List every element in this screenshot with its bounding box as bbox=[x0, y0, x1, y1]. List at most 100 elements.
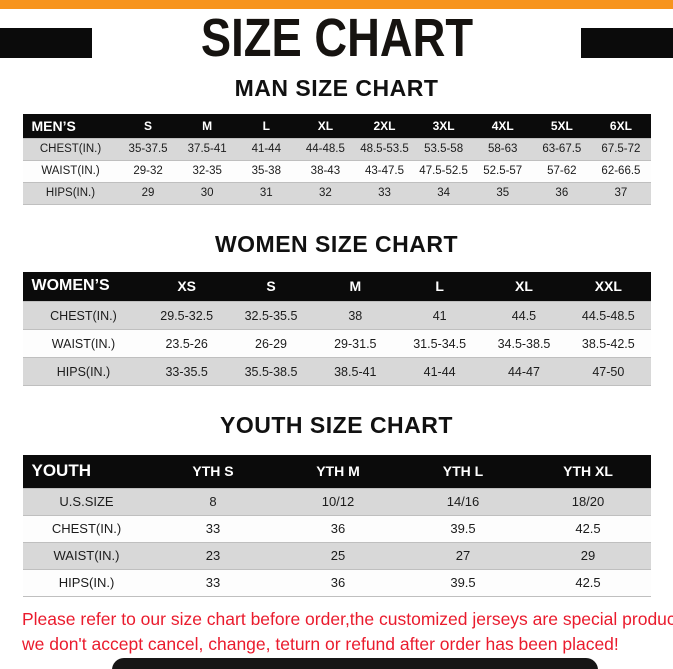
measure-value-cell: 23.5-26 bbox=[144, 329, 229, 358]
measure-label-cell: HIPS(IN.) bbox=[22, 357, 145, 386]
header-left-black-block bbox=[0, 28, 92, 58]
measure-value-cell: 58-63 bbox=[473, 137, 533, 161]
measure-value-cell: 41 bbox=[397, 301, 482, 330]
bottom-bar bbox=[112, 658, 598, 669]
header-banner: SIZE CHART bbox=[0, 9, 673, 67]
measure-value-cell: 44-48.5 bbox=[295, 137, 355, 161]
measure-value-cell: 23 bbox=[150, 541, 276, 570]
measure-value-cell: 38.5-41 bbox=[313, 357, 398, 386]
measure-value-cell: 29 bbox=[525, 541, 651, 570]
table-row: CHEST(IN.) 33 36 39.5 42.5 bbox=[22, 514, 651, 543]
size-header-cell: L bbox=[236, 114, 296, 138]
table-title-cell: MEN’S bbox=[22, 114, 119, 138]
measure-value-cell: 47.5-52.5 bbox=[414, 159, 474, 183]
measure-value-cell: 38 bbox=[313, 301, 398, 330]
measure-label-cell: WAIST(IN.) bbox=[22, 541, 151, 570]
table-row: CHEST(IN.) 35-37.5 37.5-41 41-44 44-48.5 48.5… bbox=[22, 137, 651, 161]
size-header-cell: 3XL bbox=[414, 114, 474, 138]
size-header-cell: XS bbox=[144, 271, 229, 302]
size-header-cell: YTH M bbox=[275, 455, 401, 488]
measure-label-cell: HIPS(IN.) bbox=[22, 181, 119, 205]
size-header-cell: S bbox=[118, 114, 178, 138]
table-row: U.S.SIZE 8 10/12 14/16 18/20 bbox=[22, 487, 651, 516]
footer-note-line2: we don't accept cancel, change, teturn o… bbox=[22, 633, 619, 654]
men-section-heading: MAN SIZE CHART bbox=[234, 75, 439, 101]
size-header-cell: M bbox=[177, 114, 237, 138]
measure-value-cell: 35-37.5 bbox=[118, 137, 178, 161]
measure-value-cell: 34.5-38.5 bbox=[481, 329, 567, 358]
table-title-cell: WOMEN’S bbox=[22, 271, 145, 302]
measure-value-cell: 27 bbox=[400, 541, 526, 570]
measure-value-cell: 29-32 bbox=[118, 159, 178, 183]
measure-value-cell: 10/12 bbox=[275, 487, 401, 516]
table-row: HIPS(IN.) 33 36 39.5 42.5 bbox=[22, 568, 651, 597]
measure-value-cell: 62-66.5 bbox=[591, 159, 651, 183]
measure-value-cell: 32.5-35.5 bbox=[228, 301, 314, 330]
measure-value-cell: 31 bbox=[236, 181, 296, 205]
measure-value-cell: 32-35 bbox=[177, 159, 237, 183]
measure-label-cell: CHEST(IN.) bbox=[22, 137, 119, 161]
measure-value-cell: 36 bbox=[275, 514, 401, 543]
measure-label-cell: U.S.SIZE bbox=[22, 487, 151, 516]
size-header-cell: 2XL bbox=[354, 114, 415, 138]
youth-section-heading: YOUTH SIZE CHART bbox=[220, 412, 453, 438]
table-header-row: YOUTH YTH S YTH M YTH L YTH XL bbox=[22, 455, 651, 488]
measure-label-cell: CHEST(IN.) bbox=[22, 514, 151, 543]
measure-label-cell: WAIST(IN.) bbox=[22, 159, 119, 183]
measure-label-cell: CHEST(IN.) bbox=[22, 301, 145, 330]
measure-value-cell: 44-47 bbox=[481, 357, 567, 386]
size-header-cell: YTH S bbox=[150, 455, 276, 488]
measure-value-cell: 35 bbox=[473, 181, 533, 205]
measure-value-cell: 35-38 bbox=[236, 159, 296, 183]
measure-value-cell: 39.5 bbox=[400, 568, 526, 597]
measure-value-cell: 37 bbox=[591, 181, 651, 205]
measure-value-cell: 41-44 bbox=[397, 357, 482, 386]
measure-value-cell: 39.5 bbox=[400, 514, 526, 543]
youth-size-table: YOUTH YTH S YTH M YTH L YTH XL U.S.SIZE 8 10/12… bbox=[22, 455, 651, 597]
size-header-cell: 5XL bbox=[532, 114, 592, 138]
measure-value-cell: 34 bbox=[414, 181, 474, 205]
measure-value-cell: 48.5-53.5 bbox=[354, 137, 415, 161]
measure-value-cell: 33 bbox=[150, 514, 276, 543]
measure-value-cell: 47-50 bbox=[566, 357, 651, 386]
footer-note-line1: Please refer to our size chart before or… bbox=[22, 608, 673, 629]
measure-value-cell: 14/16 bbox=[400, 487, 526, 516]
measure-value-cell: 35.5-38.5 bbox=[228, 357, 314, 386]
table-header-row: WOMEN’S XS S M L XL XXL bbox=[22, 271, 651, 302]
measure-value-cell: 33 bbox=[354, 181, 415, 205]
measure-value-cell: 8 bbox=[150, 487, 276, 516]
measure-value-cell: 31.5-34.5 bbox=[397, 329, 482, 358]
youth-size-section: YOUTH SIZE CHART YOUTH YTH S YTH M YTH L YTH… bbox=[0, 412, 673, 597]
measure-value-cell: 67.5-72 bbox=[591, 137, 651, 161]
measure-value-cell: 41-44 bbox=[236, 137, 296, 161]
measure-value-cell: 63-67.5 bbox=[532, 137, 592, 161]
size-header-cell: YTH L bbox=[400, 455, 526, 488]
size-header-cell: 4XL bbox=[473, 114, 533, 138]
table-row: HIPS(IN.) 29 30 31 32 33 34 35 36 37 bbox=[22, 181, 651, 205]
measure-value-cell: 53.5-58 bbox=[414, 137, 474, 161]
measure-label-cell: WAIST(IN.) bbox=[22, 329, 145, 358]
measure-value-cell: 38-43 bbox=[295, 159, 355, 183]
measure-value-cell: 42.5 bbox=[525, 514, 651, 543]
measure-value-cell: 52.5-57 bbox=[473, 159, 533, 183]
measure-value-cell: 38.5-42.5 bbox=[566, 329, 651, 358]
size-header-cell: YTH XL bbox=[525, 455, 651, 488]
page-title: SIZE CHART bbox=[200, 8, 473, 68]
measure-value-cell: 42.5 bbox=[525, 568, 651, 597]
measure-value-cell: 44.5-48.5 bbox=[566, 301, 651, 330]
table-row: WAIST(IN.) 23.5-26 26-29 29-31.5 31.5-34.5 34… bbox=[22, 329, 651, 358]
top-orange-border bbox=[0, 0, 673, 9]
measure-value-cell: 33 bbox=[150, 568, 276, 597]
measure-value-cell: 18/20 bbox=[525, 487, 651, 516]
measure-value-cell: 29-31.5 bbox=[313, 329, 398, 358]
table-title-cell: YOUTH bbox=[22, 455, 151, 488]
size-header-cell: XXL bbox=[566, 271, 651, 302]
measure-value-cell: 29.5-32.5 bbox=[144, 301, 229, 330]
measure-value-cell: 44.5 bbox=[481, 301, 567, 330]
header-right-black-block bbox=[581, 28, 673, 58]
measure-value-cell: 36 bbox=[532, 181, 592, 205]
measure-value-cell: 30 bbox=[177, 181, 237, 205]
size-header-cell: M bbox=[313, 271, 398, 302]
measure-value-cell: 33-35.5 bbox=[144, 357, 229, 386]
